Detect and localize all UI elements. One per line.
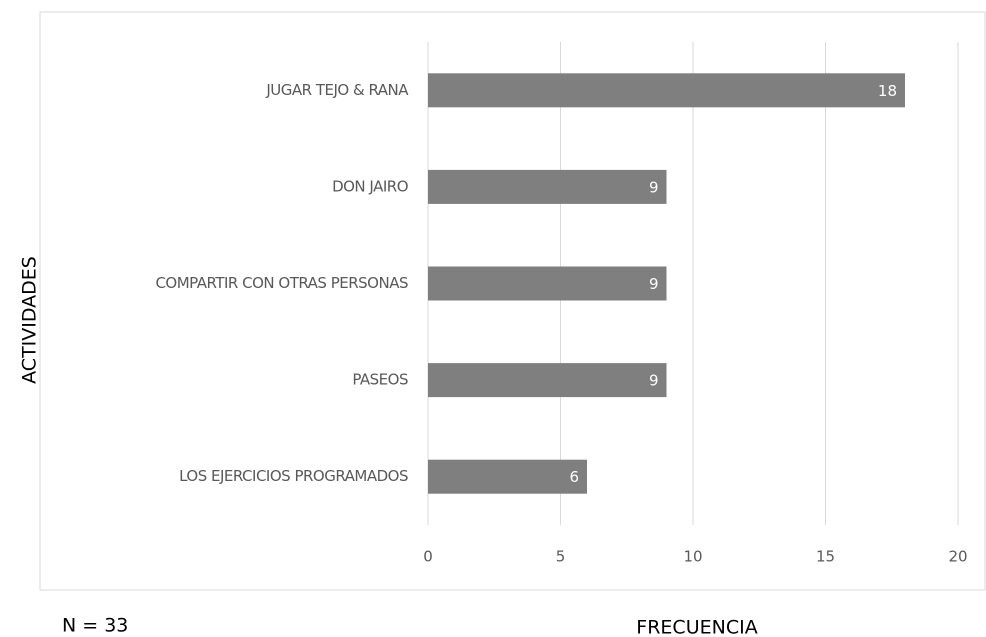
- y-tick-label: DON JAIRO: [332, 177, 408, 195]
- data-label: 9: [649, 178, 659, 196]
- x-tick-label: 15: [816, 548, 835, 566]
- bar: [428, 73, 905, 108]
- chart-border: [39, 11, 986, 591]
- x-tick-label: 20: [948, 548, 967, 566]
- annotation: N = 33: [62, 615, 128, 637]
- y-tick-label: LOS EJERCICIOS PROGRAMADOS: [179, 467, 408, 485]
- bar: [428, 363, 667, 398]
- data-label: 6: [569, 468, 579, 486]
- y-tick-label: PASEOS: [352, 371, 408, 389]
- bar: [428, 169, 667, 204]
- x-tick-label: 0: [423, 548, 433, 566]
- x-tick-label: 10: [683, 548, 702, 566]
- data-label: 9: [649, 372, 659, 390]
- bar: [428, 266, 667, 301]
- y-axis-label: ACTIVIDADES: [19, 256, 41, 384]
- y-tick-label: JUGAR TEJO & RANA: [265, 81, 409, 99]
- bar: [428, 459, 587, 494]
- data-label: 9: [649, 275, 659, 293]
- data-label: 18: [878, 82, 897, 100]
- x-tick-label: 5: [556, 548, 566, 566]
- x-axis-label: FRECUENCIA: [636, 617, 757, 637]
- y-tick-label: COMPARTIR CON OTRAS PERSONAS: [155, 274, 408, 292]
